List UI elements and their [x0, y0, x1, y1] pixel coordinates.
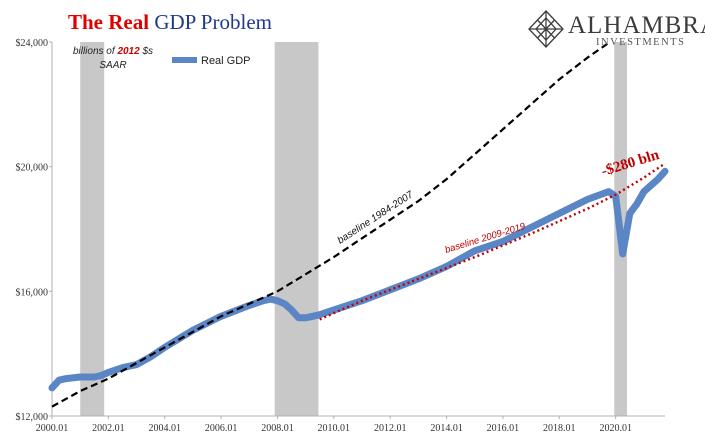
chart-title: The Real GDP Problem — [68, 10, 272, 35]
brand-logo: ALHAMBRA INVESTMENTS — [528, 10, 705, 50]
diamond-lattice-icon — [528, 10, 564, 48]
x-tick-label-2: 2004.01 — [148, 423, 181, 434]
x-tick-label-1: 2002.01 — [92, 423, 125, 434]
series-line-baseline-2009-2019 — [319, 162, 666, 321]
y-tick-label-3: $24,000 — [16, 38, 49, 49]
units-line-1: billions of 2012 $s — [58, 45, 168, 59]
series-line-baseline-1984-2007 — [51, 41, 611, 408]
units-line-2: SAAR — [99, 60, 127, 71]
y-tick-label-2: $20,000 — [16, 163, 49, 174]
units-prefix: billions of — [72, 46, 115, 57]
title-part-2: GDP Problem — [154, 10, 272, 34]
logo-subtitle: INVESTMENTS — [596, 37, 686, 48]
logo-name: ALHAMBRA — [568, 12, 705, 39]
units-note: billions of 2012 $s SAAR — [58, 45, 168, 73]
x-tick-label-7: 2014.01 — [430, 423, 463, 434]
annotation-gap-280bln: -$280 bln — [599, 147, 661, 180]
x-tick-label-6: 2012.01 — [374, 423, 407, 434]
series-line-real-gdp — [48, 167, 669, 392]
annotation-baseline-1984-2007: baseline 1984-2007 — [336, 189, 416, 246]
title-part-1: The Real — [68, 10, 150, 34]
units-suffix: $s — [142, 46, 154, 57]
x-tick-label-3: 2006.01 — [205, 423, 238, 434]
x-tick-label-8: 2016.01 — [487, 423, 520, 434]
units-year: 2012 — [117, 46, 140, 57]
x-tick-label-0: 2000.01 — [36, 423, 69, 434]
tick-labels: $12,000 $16,000 $20,000 $24,000 2000.01 2002.… — [16, 38, 632, 434]
recession-band-0 — [80, 42, 105, 416]
x-tick-label-4: 2008.01 — [261, 423, 294, 434]
x-tick-label-5: 2010.01 — [318, 423, 351, 434]
x-tick-label-9: 2018.01 — [543, 423, 576, 434]
y-tick-label-1: $16,000 — [16, 287, 49, 298]
axes — [51, 42, 665, 417]
legend: Real GDP — [172, 55, 251, 67]
x-tick-label-10: 2020.01 — [599, 423, 632, 434]
legend-label-real-gdp: Real GDP — [201, 55, 251, 67]
y-tick-label-0: $12,000 — [16, 412, 49, 423]
series-lines — [48, 41, 669, 408]
recession-band-1 — [274, 42, 319, 416]
